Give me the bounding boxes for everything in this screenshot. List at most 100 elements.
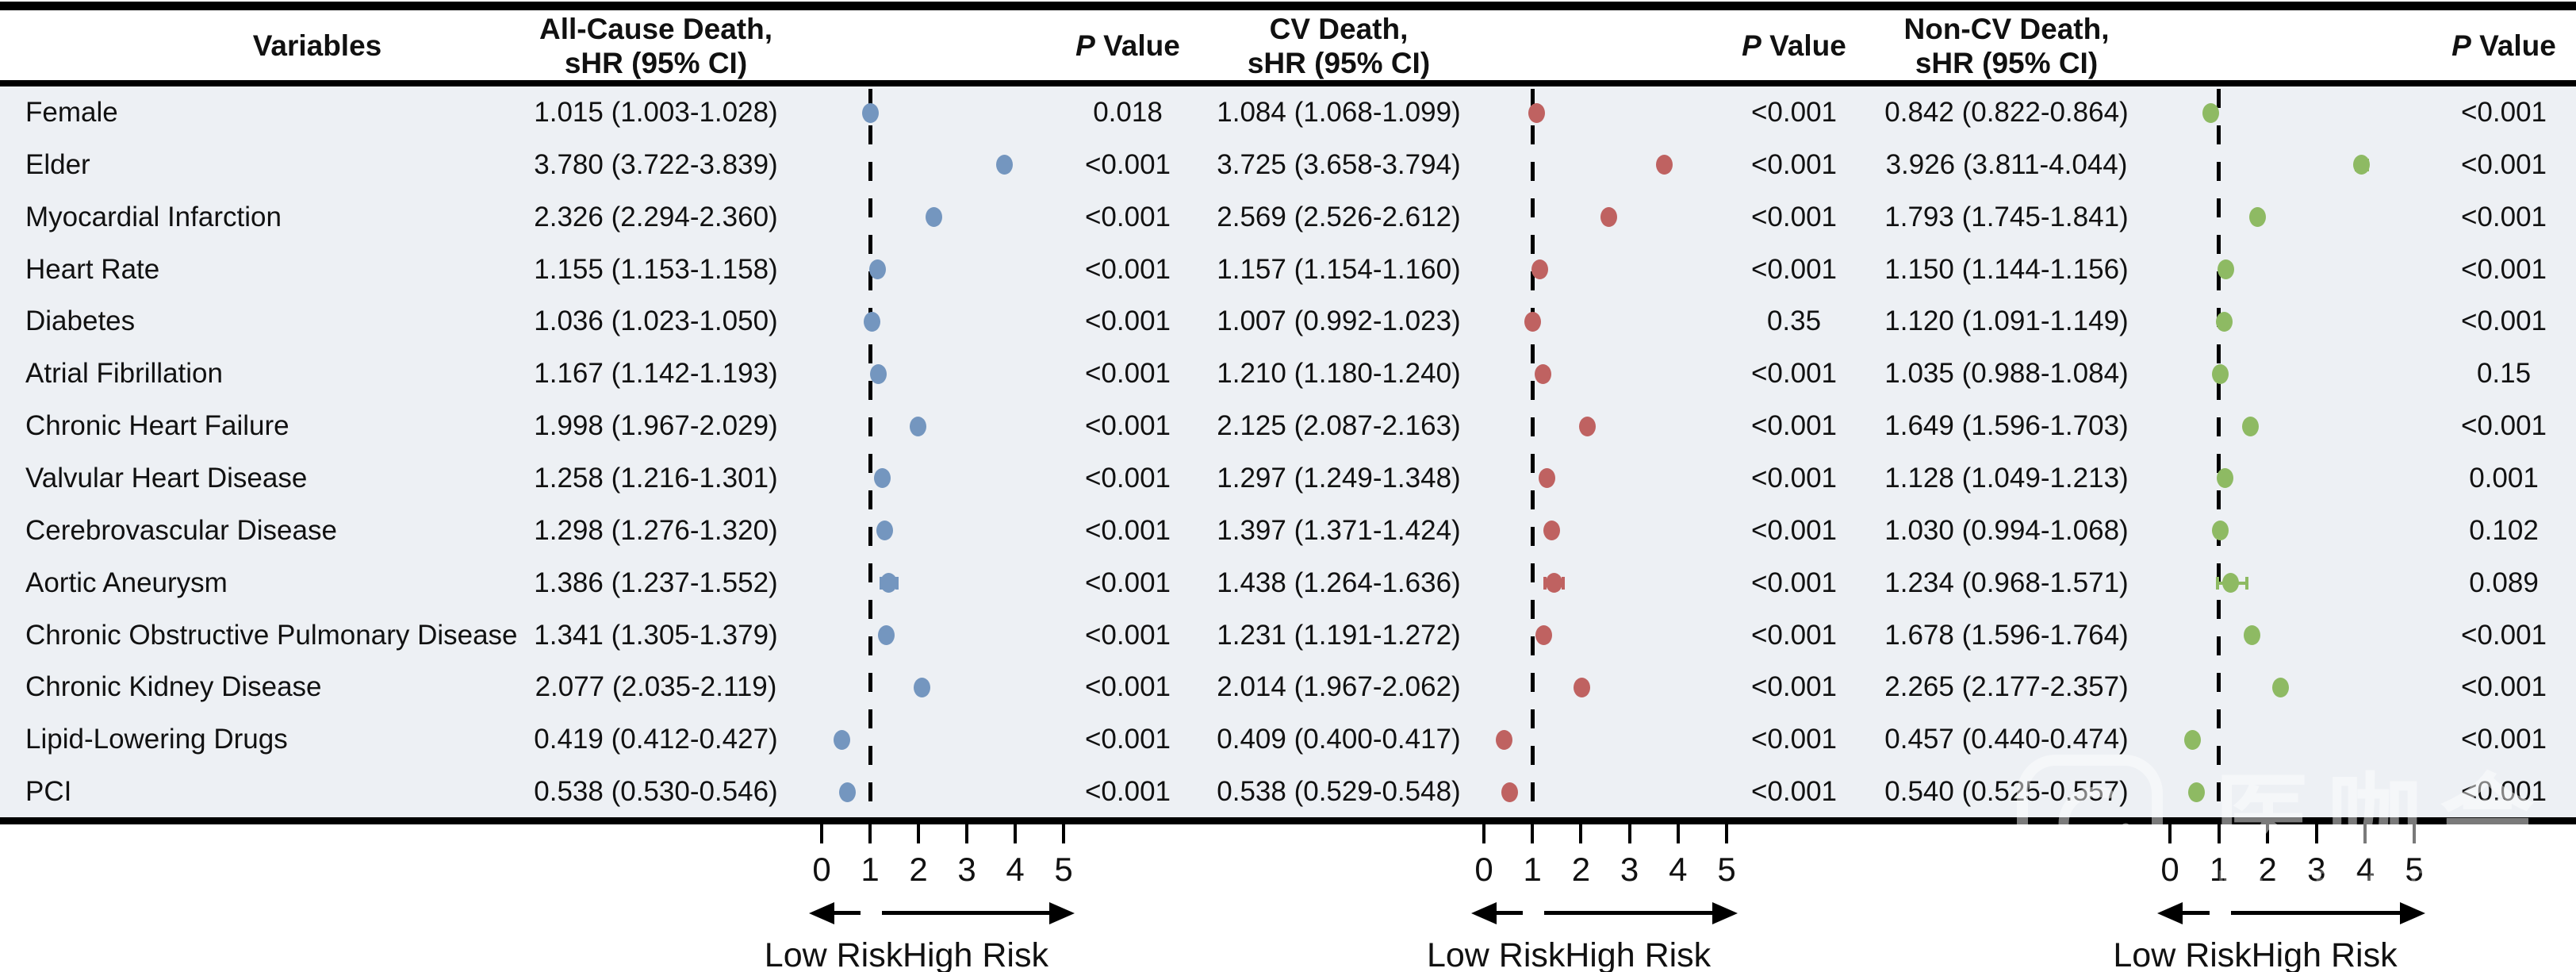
all-cause-shr-value: 0.538 (0.530-0.546) — [534, 776, 778, 808]
all_cause-axis-tick — [1014, 824, 1017, 843]
non_cv-point-estimate — [2212, 363, 2229, 384]
row-variable-label: Valvular Heart Disease — [25, 462, 308, 494]
non-cv-p-value: 0.15 — [2476, 358, 2532, 390]
cv-axis-tick — [1531, 824, 1535, 843]
non-cv-p-value: 0.089 — [2469, 567, 2539, 598]
non-cv-p-value: <0.001 — [2460, 97, 2547, 128]
all_cause-axis-tick — [965, 824, 968, 843]
header-p-value-3: P Value — [2451, 29, 2556, 62]
cv-point-estimate — [1531, 259, 1549, 280]
row-variable-label: Aortic Aneurysm — [25, 567, 228, 598]
non_cv-ci-cap-low — [2215, 576, 2219, 590]
cv-p-value: <0.001 — [1750, 567, 1838, 598]
cv-p-value: <0.001 — [1750, 462, 1838, 494]
cv-p-value: <0.001 — [1750, 776, 1838, 808]
all-cause-p-value: <0.001 — [1084, 148, 1171, 180]
top-rule — [0, 2, 2576, 10]
non_cv-point-estimate — [2211, 521, 2229, 541]
cv-p-value: 0.35 — [1766, 305, 1822, 337]
cv-point-estimate — [1578, 416, 1596, 436]
cv-ci-cap-low — [1543, 576, 1547, 590]
non-cv-p-value: <0.001 — [2460, 724, 2547, 755]
non-cv-p-value: 0.001 — [2469, 462, 2539, 494]
header-p-value-2: P Value — [1742, 29, 1846, 62]
cv-high-risk-arrowhead — [1712, 902, 1738, 924]
non-cv-shr-value: 0.457 (0.440-0.474) — [1884, 724, 2129, 755]
all-cause-shr-value: 1.341 (1.305-1.379) — [534, 619, 778, 651]
all-cause-p-value: <0.001 — [1084, 410, 1171, 442]
all-cause-p-value: <0.001 — [1084, 567, 1171, 598]
non-cv-p-value: <0.001 — [2460, 671, 2547, 703]
cv-shr-value: 3.725 (3.658-3.794) — [1217, 148, 1461, 180]
all_cause-point-estimate — [910, 416, 927, 436]
non_cv-axis-tick-label: 3 — [2307, 851, 2326, 888]
bottom-rule — [0, 817, 2576, 824]
non-cv-p-value: <0.001 — [2460, 776, 2547, 808]
non-cv-shr-value: 1.128 (1.049-1.213) — [1884, 462, 2129, 494]
cv-axis-tick — [1579, 824, 1583, 843]
non-cv-p-value: <0.001 — [2460, 619, 2547, 651]
cv-point-estimate — [1524, 311, 1542, 332]
cv-low-risk-label: Low Risk — [1426, 936, 1566, 972]
non_cv-point-estimate — [2272, 677, 2290, 697]
row-variable-label: Chronic Kidney Disease — [25, 671, 322, 703]
all-cause-shr-value: 1.155 (1.153-1.158) — [534, 253, 778, 285]
cv-p-value: <0.001 — [1750, 253, 1838, 285]
all_cause-low-risk-arrowhead — [809, 902, 834, 924]
non_cv-high-risk-label: High Risk — [2251, 936, 2398, 972]
all_cause-axis-tick — [868, 824, 872, 843]
all_cause-point-estimate — [996, 155, 1014, 175]
row-variable-label: PCI — [25, 776, 72, 808]
row-variable-label: Cerebrovascular Disease — [25, 514, 337, 546]
header-rule — [0, 80, 2576, 86]
cv-shr-value: 2.569 (2.526-2.612) — [1217, 201, 1461, 232]
all_cause-high-risk-arrow — [882, 911, 1049, 915]
non-cv-p-value: <0.001 — [2460, 305, 2547, 337]
non_cv-point-estimate — [2216, 311, 2233, 332]
non-cv-shr-value: 2.265 (2.177-2.357) — [1884, 671, 2129, 703]
cv-axis-tick — [1676, 824, 1680, 843]
cv-axis-tick-label: 3 — [1620, 851, 1639, 888]
cv-axis-tick-label: 0 — [1474, 851, 1493, 888]
all_cause-point-estimate — [876, 521, 893, 541]
all-cause-shr-value: 1.015 (1.003-1.028) — [534, 97, 778, 128]
cv-shr-value: 1.231 (1.191-1.272) — [1217, 619, 1461, 651]
all_cause-point-estimate — [839, 782, 857, 802]
cv-p-value: <0.001 — [1750, 97, 1838, 128]
non-cv-p-value: <0.001 — [2460, 148, 2547, 180]
row-variable-label: Chronic Heart Failure — [25, 410, 289, 442]
row-variable-label: Atrial Fibrillation — [25, 358, 223, 390]
non_cv-point-estimate — [2183, 729, 2201, 750]
cv-point-estimate — [1538, 468, 1555, 489]
cv-axis-tick — [1627, 824, 1631, 843]
cv-p-value: <0.001 — [1750, 724, 1838, 755]
non_cv-axis-tick-label: 2 — [2258, 851, 2277, 888]
all_cause-point-estimate — [878, 625, 895, 645]
non-cv-p-value: <0.001 — [2460, 253, 2547, 285]
all_cause-point-estimate — [868, 259, 886, 280]
all-cause-p-value: <0.001 — [1084, 358, 1171, 390]
non-cv-shr-value: 0.842 (0.822-0.864) — [1884, 97, 2129, 128]
non-cv-shr-value: 3.926 (3.811-4.044) — [1885, 148, 2128, 180]
cv-shr-value: 0.409 (0.400-0.417) — [1217, 724, 1461, 755]
cv-point-estimate — [1495, 729, 1512, 750]
all-cause-shr-value: 1.167 (1.142-1.193) — [534, 358, 778, 390]
all_cause-axis-tick — [917, 824, 920, 843]
non_cv-point-estimate — [2187, 782, 2205, 802]
table-body-background — [0, 86, 2576, 817]
all_cause-reference-line — [868, 89, 872, 817]
header-p-value-1: P Value — [1075, 29, 1180, 62]
cv-axis-tick-label: 4 — [1669, 851, 1688, 888]
cv-point-estimate — [1535, 625, 1552, 645]
non-cv-shr-value: 1.035 (0.988-1.084) — [1884, 358, 2129, 390]
non_cv-point-estimate — [2242, 416, 2260, 436]
all-cause-shr-value: 1.036 (1.023-1.050) — [534, 305, 778, 337]
non_cv-low-risk-arrow — [2181, 911, 2210, 915]
all-cause-shr-value: 2.326 (2.294-2.360) — [534, 201, 778, 232]
cv-high-risk-arrow — [1544, 911, 1712, 915]
all-cause-shr-value: 0.419 (0.412-0.427) — [534, 724, 778, 755]
all_cause-axis-tick-label: 1 — [861, 851, 880, 888]
all_cause-axis-tick-label: 4 — [1006, 851, 1025, 888]
cv-p-value: <0.001 — [1750, 358, 1838, 390]
